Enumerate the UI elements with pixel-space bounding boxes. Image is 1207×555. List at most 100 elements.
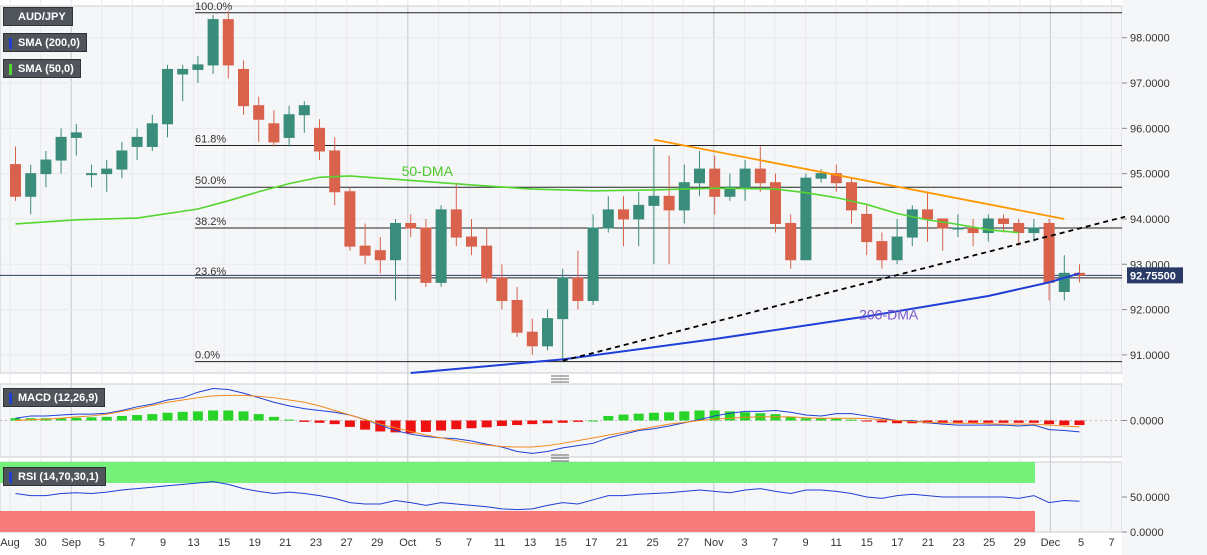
candle-bull: [739, 168, 751, 188]
macd-histogram-bar: [329, 420, 340, 425]
macd-histogram-bar: [299, 420, 310, 422]
x-tick-label: Sep: [61, 537, 81, 549]
rsi-swatch: [9, 472, 12, 483]
candle-bull: [207, 19, 219, 66]
macd-histogram-bar: [238, 411, 249, 421]
candle-bear: [420, 227, 432, 283]
macd-histogram-bar: [557, 420, 568, 423]
rsi-overbought-zone: [0, 462, 1035, 483]
macd-histogram-bar: [618, 414, 629, 421]
x-tick-label: 23: [952, 537, 964, 549]
fib-level-label: 0.0%: [195, 350, 220, 362]
candle-bear: [374, 250, 386, 261]
macd-histogram-bar: [740, 412, 751, 421]
symbol-tag[interactable]: AUD/JPY: [3, 7, 73, 26]
sma200-swatch: [9, 38, 12, 49]
x-tick-label: 17: [891, 537, 903, 549]
x-tick-label: 23: [310, 537, 322, 549]
macd-tick-label: 0.0000: [1130, 416, 1164, 428]
candle-bear: [511, 300, 523, 333]
macd-histogram-bar: [284, 419, 295, 421]
macd-histogram-bar: [998, 420, 1009, 423]
x-tick-label: 7: [1109, 537, 1115, 549]
candle-bear: [922, 209, 933, 220]
x-tick-label: 21: [922, 537, 934, 549]
macd-histogram-bar: [420, 420, 431, 432]
x-tick-label: 19: [249, 537, 261, 549]
x-tick-label: 13: [524, 537, 536, 549]
candle-bull: [815, 173, 827, 179]
macd-histogram-bar: [952, 420, 963, 423]
candle-bull: [177, 68, 189, 75]
rsi-tick-label: 50.0000: [1130, 492, 1170, 504]
macd-histogram-bar: [132, 415, 143, 421]
x-tick-label: 17: [585, 537, 597, 549]
macd-histogram-bar: [253, 414, 264, 421]
pane-resize-handle[interactable]: [551, 454, 569, 462]
x-tick-label: 29: [1014, 537, 1026, 549]
support-trendline: [562, 215, 1126, 362]
rsi-line: [15, 481, 1080, 511]
candle-bull: [435, 209, 447, 283]
candle-bear: [496, 277, 508, 302]
candle-bull: [25, 173, 37, 197]
macd-histogram-bar: [116, 415, 127, 421]
sma50-label: SMA (50,0): [18, 63, 74, 75]
candle-bull: [633, 204, 645, 220]
candle-bear: [314, 127, 325, 152]
x-tick-label: 7: [466, 537, 472, 549]
candle-bull: [131, 136, 143, 147]
candle-bull: [602, 209, 614, 229]
macd-histogram-bar: [268, 416, 279, 421]
macd-histogram-bar: [390, 420, 401, 433]
x-tick-label: 25: [983, 537, 995, 549]
sma50-tag[interactable]: SMA (50,0): [3, 59, 81, 78]
macd-histogram-bar: [831, 418, 842, 421]
sma200-tag[interactable]: SMA (200,0): [3, 33, 87, 52]
macd-histogram-bar: [375, 420, 386, 432]
macd-tag[interactable]: MACD (12,26,9): [3, 388, 106, 407]
candle-bull: [192, 64, 204, 70]
candle-bear: [222, 19, 234, 66]
price-tick-label: 91.0000: [1130, 350, 1170, 362]
macd-histogram-bar: [1074, 420, 1085, 426]
pane-resize-handle[interactable]: [551, 375, 569, 383]
macd-histogram-bar: [800, 418, 811, 421]
macd-label: MACD (12,26,9): [18, 392, 99, 404]
candle-bear: [238, 68, 249, 107]
x-tick-label: 3: [741, 537, 747, 549]
fib-level-label: 61.8%: [195, 134, 226, 146]
rsi-label: RSI (14,70,30,1): [18, 471, 99, 483]
candle-bear: [10, 164, 21, 197]
candle-bear: [253, 105, 265, 120]
candle-bear: [998, 218, 1009, 224]
symbol-label: AUD/JPY: [18, 11, 66, 23]
macd-histogram-bar: [147, 414, 158, 421]
x-tick-label: 5: [435, 537, 441, 549]
macd-histogram-bar: [846, 419, 857, 421]
x-tick-label: 29: [371, 537, 383, 549]
sma50-line: [15, 175, 1019, 234]
candle-bear: [770, 182, 781, 224]
candle-bear: [754, 168, 766, 184]
macd-histogram-bar: [968, 420, 979, 423]
fib-level-label: 100.0%: [195, 1, 233, 13]
fib-level-label: 23.6%: [195, 266, 226, 278]
candle-bear: [450, 209, 462, 238]
x-tick-label: 21: [616, 537, 628, 549]
x-tick-label: 11: [494, 537, 505, 549]
rsi-tag[interactable]: RSI (14,70,30,1): [3, 467, 106, 486]
macd-swatch: [9, 393, 12, 404]
x-tick-label: Oct: [399, 537, 416, 549]
macd-histogram-bar: [816, 418, 827, 421]
macd-histogram-bar: [512, 420, 523, 426]
candle-bear: [1043, 222, 1055, 283]
resistance-trendline: [653, 138, 1065, 220]
macd-histogram-bar: [344, 420, 355, 427]
x-tick-label: 5: [99, 537, 105, 549]
fib-level-label: 50.0%: [195, 175, 226, 187]
candle-bear: [663, 195, 675, 211]
x-tick-label: 15: [555, 537, 567, 549]
candle-bull: [557, 277, 569, 320]
